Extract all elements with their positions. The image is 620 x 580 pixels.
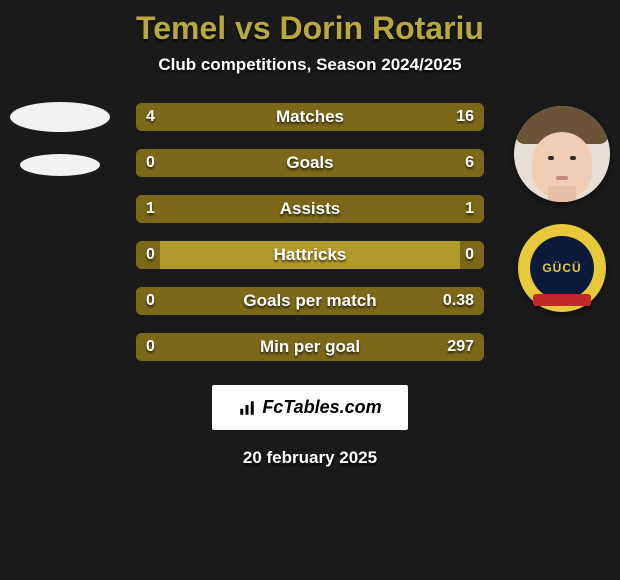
stat-label: Goals per match — [136, 287, 484, 315]
watermark-text: FcTables.com — [262, 397, 381, 418]
stats-bars: 416Matches 06Goals 11Assists 00Hattricks 00.… — [136, 103, 484, 361]
chart-icon — [238, 399, 256, 417]
stat-label: Min per goal — [136, 333, 484, 361]
club-crest: GÜCÜ — [518, 224, 606, 312]
comparison-card: Temel vs Dorin Rotariu Club competitions… — [0, 0, 620, 580]
stat-row: 11Assists — [136, 195, 484, 223]
title: Temel vs Dorin Rotariu — [136, 10, 484, 47]
placeholder-ellipse — [10, 102, 110, 132]
stat-row: 00Hattricks — [136, 241, 484, 269]
stat-label: Hattricks — [136, 241, 484, 269]
stat-row: 0297Min per goal — [136, 333, 484, 361]
watermark: FcTables.com — [212, 385, 407, 430]
subtitle: Club competitions, Season 2024/2025 — [158, 55, 461, 75]
stat-row: 06Goals — [136, 149, 484, 177]
stat-row: 00.38Goals per match — [136, 287, 484, 315]
stat-label: Goals — [136, 149, 484, 177]
player-right-column: GÜCÜ — [514, 106, 610, 312]
stat-label: Matches — [136, 103, 484, 131]
stat-label: Assists — [136, 195, 484, 223]
stat-row: 416Matches — [136, 103, 484, 131]
generated-date: 20 february 2025 — [243, 448, 377, 468]
placeholder-ellipse — [20, 154, 100, 176]
player-avatar — [514, 106, 610, 202]
player-left-placeholder — [10, 102, 110, 176]
